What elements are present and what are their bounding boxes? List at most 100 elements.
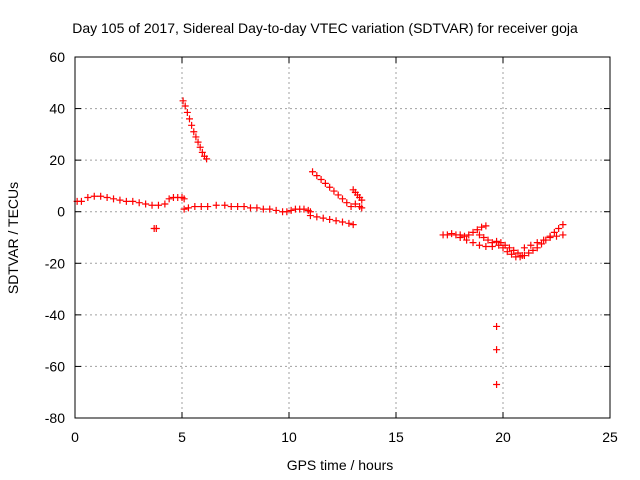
data-point bbox=[103, 194, 111, 202]
data-point bbox=[469, 239, 477, 247]
data-point bbox=[514, 249, 522, 257]
data-point bbox=[306, 212, 314, 220]
data-point bbox=[197, 203, 205, 211]
x-axis-label: GPS time / hours bbox=[287, 457, 394, 473]
data-point bbox=[110, 195, 118, 203]
data-point bbox=[465, 231, 473, 239]
data-point bbox=[330, 187, 338, 195]
data-point bbox=[287, 206, 295, 214]
data-point bbox=[196, 143, 204, 151]
data-point bbox=[482, 243, 490, 251]
x-tick-label: 20 bbox=[495, 429, 511, 445]
x-tick-label: 10 bbox=[281, 429, 297, 445]
data-point bbox=[460, 232, 468, 240]
data-point bbox=[194, 138, 202, 146]
data-point bbox=[179, 97, 187, 105]
data-point bbox=[540, 236, 548, 244]
data-point bbox=[142, 200, 150, 208]
data-point bbox=[334, 191, 342, 199]
data-point bbox=[253, 204, 261, 212]
data-point bbox=[192, 133, 200, 141]
data-point bbox=[505, 244, 513, 252]
data-point bbox=[533, 239, 541, 247]
data-point bbox=[212, 201, 220, 209]
data-point bbox=[347, 203, 355, 211]
data-point bbox=[473, 226, 481, 234]
data-point bbox=[321, 179, 329, 187]
data-point bbox=[469, 228, 477, 236]
y-tick-label: 20 bbox=[49, 152, 65, 168]
y-tick-label: -80 bbox=[45, 410, 65, 426]
data-point bbox=[165, 195, 173, 203]
data-point bbox=[309, 168, 317, 176]
data-point bbox=[161, 200, 169, 208]
data-point bbox=[122, 197, 130, 205]
data-point bbox=[266, 205, 274, 213]
data-point bbox=[77, 197, 85, 205]
x-tick-label: 15 bbox=[388, 429, 404, 445]
chart-title: Day 105 of 2017, Sidereal Day-to-day VTE… bbox=[72, 20, 578, 36]
data-point bbox=[259, 205, 267, 213]
axis-ticks bbox=[74, 56, 611, 419]
data-point bbox=[503, 248, 511, 256]
data-point bbox=[221, 201, 229, 209]
data-point bbox=[185, 115, 193, 123]
data-point bbox=[317, 175, 325, 183]
data-point bbox=[358, 204, 366, 212]
data-point bbox=[546, 234, 554, 241]
data-point bbox=[190, 128, 198, 136]
data-point bbox=[343, 199, 351, 207]
data-point bbox=[332, 217, 340, 225]
y-tick-label: 0 bbox=[57, 204, 65, 220]
data-point bbox=[203, 155, 211, 163]
data-point bbox=[272, 206, 280, 214]
x-tick-label: 5 bbox=[178, 429, 186, 445]
plot-frame bbox=[74, 56, 611, 419]
data-point bbox=[493, 346, 501, 354]
data-point bbox=[313, 172, 321, 180]
data-point bbox=[148, 201, 156, 209]
data-point bbox=[180, 195, 188, 203]
data-point bbox=[493, 380, 501, 388]
data-point bbox=[152, 224, 160, 232]
data-point bbox=[183, 108, 191, 116]
data-point bbox=[493, 237, 501, 245]
data-point bbox=[559, 221, 567, 229]
data-point bbox=[550, 228, 558, 236]
data-point bbox=[90, 192, 98, 200]
data-point bbox=[188, 121, 196, 129]
data-point bbox=[510, 246, 518, 254]
data-point bbox=[313, 213, 321, 221]
data-point bbox=[499, 244, 507, 252]
data-point bbox=[234, 203, 242, 211]
data-point bbox=[154, 201, 162, 209]
data-point bbox=[520, 252, 528, 260]
data-point bbox=[520, 244, 528, 252]
x-tick-label: 25 bbox=[602, 429, 618, 445]
data-point bbox=[527, 241, 535, 249]
data-point bbox=[538, 240, 546, 248]
data-point bbox=[326, 215, 334, 223]
data-point bbox=[240, 203, 248, 211]
data-point bbox=[553, 232, 560, 240]
data-point bbox=[198, 148, 206, 156]
data-point bbox=[129, 197, 137, 205]
data-point bbox=[181, 102, 189, 110]
data-point bbox=[448, 230, 456, 238]
data-point bbox=[116, 196, 124, 204]
data-point bbox=[319, 214, 327, 222]
data-point bbox=[227, 203, 235, 211]
data-point bbox=[508, 250, 516, 258]
data-point bbox=[478, 223, 486, 231]
y-axis-label: SDTVAR / TECUs bbox=[5, 182, 21, 294]
data-point bbox=[97, 192, 105, 200]
data-point bbox=[349, 221, 357, 229]
data-point bbox=[443, 231, 451, 239]
data-point bbox=[497, 239, 505, 247]
data-point bbox=[300, 205, 308, 213]
data-point bbox=[529, 246, 537, 254]
data-point bbox=[555, 224, 563, 232]
data-point bbox=[484, 236, 492, 244]
data-point bbox=[283, 208, 291, 216]
